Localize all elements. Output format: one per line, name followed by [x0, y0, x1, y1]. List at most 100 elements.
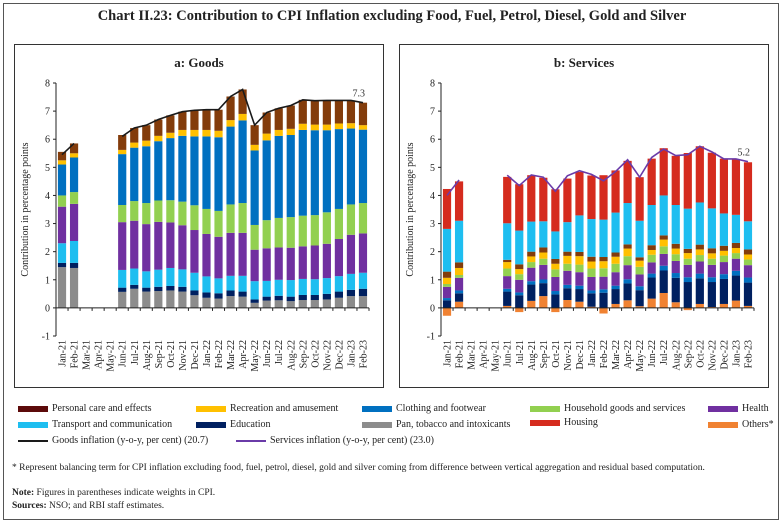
bar-segment-transport [683, 208, 692, 249]
bar-segment-recreation [442, 277, 452, 284]
bar-segment-housing [611, 170, 620, 213]
bar-segment-recreation [587, 261, 596, 269]
bar-segment-health [551, 276, 560, 292]
bar-segment-transport [214, 278, 223, 294]
bar-segment-clothing [226, 126, 235, 205]
bar-segment-recreation [563, 255, 572, 264]
bar-segment-household [202, 208, 211, 234]
bar-segment-health [226, 232, 235, 276]
bar-segment-education [707, 282, 716, 308]
bar-segment-housing [707, 152, 716, 209]
bar-segment-personal_care [262, 112, 271, 134]
bar-segment-household [539, 258, 548, 265]
bar-segment-transport [262, 280, 271, 297]
bar-segment-transport [298, 278, 307, 295]
bar-segment-clothing [142, 146, 151, 204]
bar-segment-recreation [515, 269, 524, 275]
bar-segment-housing [442, 188, 452, 229]
bar-segment-education [743, 282, 753, 306]
x-tick-label: Sep-21 [154, 340, 165, 368]
bar-segment-health [250, 249, 259, 282]
sources-text: NSO; and RBI staff estimates. [46, 501, 165, 511]
bar-segment-health [322, 243, 331, 279]
bar-segment-clothing [647, 273, 656, 278]
bar-segment-personal_care [334, 100, 343, 124]
legend-line-swatch [18, 439, 48, 442]
bar-segment-housing [563, 178, 572, 223]
bar-segment-education [635, 290, 644, 307]
bar-segment-transport [130, 268, 139, 285]
x-tick-label: Jun-22 [647, 340, 658, 367]
bar-segment-education [298, 294, 307, 301]
bar-segment-housing [647, 158, 656, 206]
bar-segment-personal_care [683, 248, 692, 254]
bar-segment-personal_care [659, 235, 668, 240]
bar-segment-housing [539, 177, 548, 222]
bar-segment-household [57, 195, 67, 207]
bar-segment-transport [647, 205, 656, 246]
bar-segment-recreation [274, 129, 283, 136]
bar-segment-clothing [69, 157, 79, 193]
bar-segment-household [454, 274, 464, 278]
x-tick-label: Oct-22 [310, 340, 321, 368]
bar-segment-education [623, 283, 632, 301]
bar-segment-others [551, 307, 560, 313]
bar-segment-transport [527, 221, 536, 252]
bar-segment-health [707, 264, 716, 278]
bar-segment-health [527, 267, 536, 282]
bar-segment-education [118, 287, 127, 292]
bar-segment-pan [358, 296, 368, 308]
y-tick-label: 7 [430, 107, 435, 118]
bar-segment-transport [551, 231, 560, 259]
bar-segment-health [743, 265, 753, 278]
bar-segment-clothing [539, 279, 548, 284]
bar-segment-recreation [130, 142, 139, 148]
bar-segment-personal_care [623, 244, 632, 249]
bar-segment-health [647, 262, 656, 274]
bar-segment-housing [527, 175, 536, 222]
legend-clothing: Clothing and footwear [362, 403, 486, 414]
bar-segment-health [671, 260, 680, 274]
bar-segment-education [346, 289, 356, 297]
bar-segment-personal_care [611, 252, 620, 257]
services-chart: b: Services Contribution in percentage po… [405, 55, 755, 372]
x-tick-label: Feb-23 [358, 340, 369, 368]
goods-panel: a: Goods Contribution in percentage point… [14, 44, 384, 388]
bar-segment-clothing [214, 137, 223, 211]
legend-services-line: Services inflation (y-o-y, per cent) (23… [236, 435, 434, 446]
bar-segment-transport [635, 220, 644, 258]
bar-segment-household [599, 268, 608, 277]
bar-segment-clothing [346, 128, 356, 205]
legend-swatch [362, 421, 392, 428]
x-tick-label: Nov-22 [707, 340, 718, 371]
y-tick-label: 1 [45, 275, 50, 286]
x-tick-label: Nov-22 [322, 340, 333, 371]
y-tick-label: 6 [45, 135, 50, 146]
bar-segment-personal_care [539, 247, 548, 253]
bar-segment-health [635, 274, 644, 287]
bar-segment-health [575, 272, 584, 286]
bar-segment-recreation [154, 135, 163, 142]
legend-line-swatch [236, 439, 266, 442]
bar-segment-education [442, 300, 452, 308]
bar-segment-clothing [527, 281, 536, 285]
bar-segment-housing [575, 171, 584, 216]
x-tick-label: Aug-21 [142, 340, 153, 371]
bar-segment-personal_care [250, 125, 259, 145]
bar-segment-health [503, 276, 512, 289]
bar-segment-others [599, 307, 608, 314]
bar-segment-transport [238, 275, 247, 292]
bar-segment-health [190, 230, 199, 273]
bar-segment-personal_care [310, 100, 319, 125]
bar-segment-household [695, 255, 704, 262]
bar-segment-housing [695, 146, 704, 203]
bar-segment-pan [118, 291, 127, 308]
y-tick-label: 5 [430, 163, 435, 174]
x-tick-label: Oct-22 [695, 340, 706, 368]
bar-segment-transport [659, 195, 668, 236]
bar-segment-clothing [238, 120, 247, 204]
bar-segment-education [202, 292, 211, 298]
chart-frame [3, 3, 779, 520]
bar-segment-others [623, 300, 632, 308]
bar-segment-clothing [719, 274, 728, 279]
